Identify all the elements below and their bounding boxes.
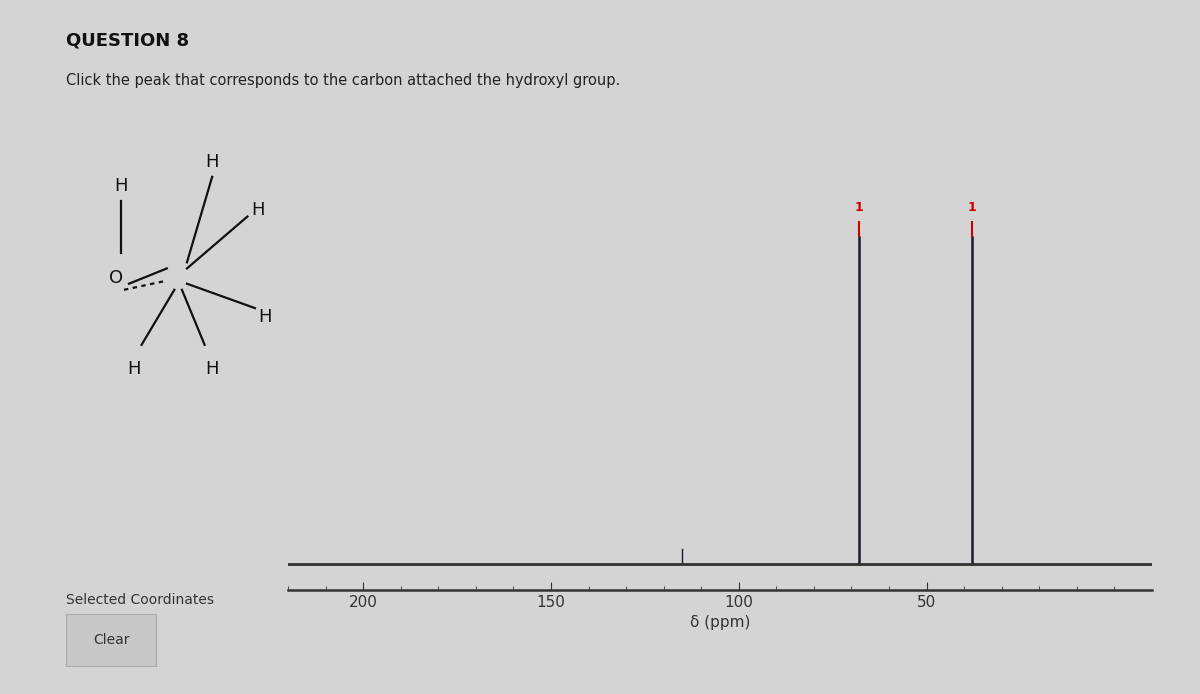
Text: H: H	[205, 153, 218, 171]
Text: O: O	[109, 269, 124, 287]
Text: H: H	[127, 360, 140, 378]
Text: H: H	[205, 360, 218, 378]
Text: Clear: Clear	[92, 633, 130, 648]
Text: H: H	[251, 201, 264, 219]
Text: H: H	[115, 177, 128, 195]
Text: 1: 1	[967, 201, 976, 214]
Text: H: H	[258, 308, 272, 326]
Text: QUESTION 8: QUESTION 8	[66, 31, 190, 49]
Text: 1: 1	[854, 201, 863, 214]
Text: Selected Coordinates: Selected Coordinates	[66, 593, 214, 607]
Text: Click the peak that corresponds to the carbon attached the hydroxyl group.: Click the peak that corresponds to the c…	[66, 73, 620, 88]
X-axis label: δ (ppm): δ (ppm)	[690, 616, 750, 630]
